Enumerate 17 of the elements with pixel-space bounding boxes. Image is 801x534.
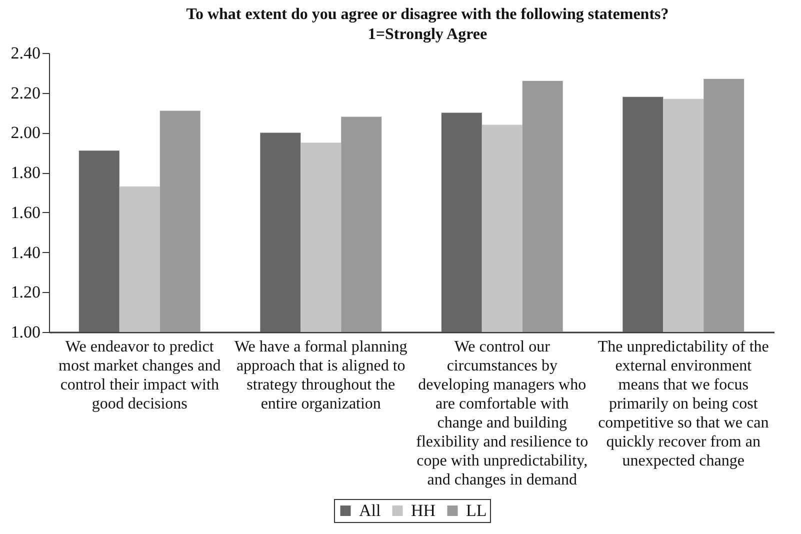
y-tick-label: 2.00 (10, 123, 40, 142)
chart-title: To what extent do you agree or disagree with the following statements? (186, 6, 669, 23)
y-tick-label: 1.40 (10, 242, 40, 262)
y-tick-label: 1.00 (10, 322, 40, 342)
chart-subtitle: 1=Strongly Agree (368, 26, 488, 43)
legend-label: HH (411, 500, 436, 520)
legend-label: All (359, 500, 381, 520)
x-tick-label: We endeavor to predict most market changes and control their impact with good decisions (58, 338, 221, 412)
x-tick-label: The unpredictability of the external environment means that we focus primarily on being cost competitive so that we can quickly recover from an unexpected change (598, 338, 769, 470)
y-tick-label: 1.80 (10, 163, 40, 182)
legend-label: LL (466, 500, 487, 520)
y-tick-label: 1.20 (10, 282, 40, 302)
x-tick-label: We control our circumstances by developing managers who are comfortable with change and building flexibility and resilience to cope with unpredictability, and changes in demand (416, 338, 588, 488)
y-tick-label: 2.40 (10, 44, 40, 62)
x-tick-label: We have a formal planning approach that is aligned to strategy throughout the entire organization (234, 338, 408, 412)
y-tick-label: 2.20 (10, 83, 40, 102)
y-tick-label: 1.60 (10, 202, 40, 222)
